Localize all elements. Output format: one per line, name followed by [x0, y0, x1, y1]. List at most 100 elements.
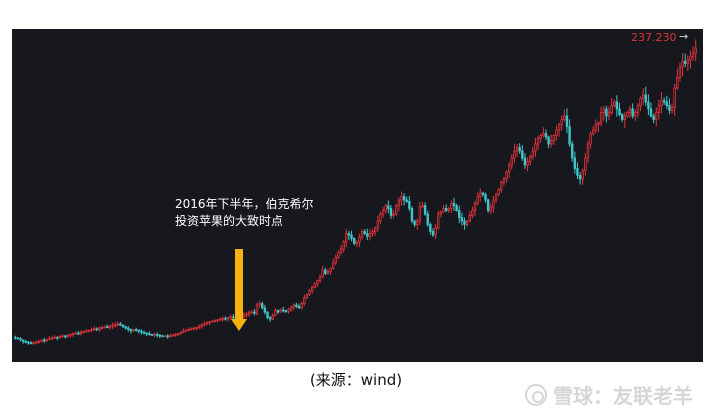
candle-body	[413, 220, 416, 225]
candle-body	[560, 119, 563, 125]
candle-body	[518, 147, 521, 152]
candle-body	[200, 324, 204, 327]
candle-body	[502, 178, 506, 183]
candle-body	[355, 241, 359, 244]
candle-body	[389, 207, 393, 216]
candle-body	[174, 333, 177, 336]
candle-body	[43, 339, 46, 342]
candle-body	[683, 61, 687, 64]
candle-body	[27, 341, 30, 344]
candle-body	[376, 220, 380, 229]
candle-body	[447, 207, 450, 211]
candle-body	[542, 133, 545, 136]
candle-body	[79, 331, 83, 335]
candle-body	[166, 335, 169, 338]
candle-body	[171, 334, 175, 337]
candle-body	[37, 340, 41, 343]
candle-body	[221, 317, 225, 320]
chart-annotation: 2016年下半年，伯克希尔 投资苹果的大致时点	[175, 196, 314, 230]
candle-body	[108, 325, 112, 328]
candle-body	[282, 309, 285, 312]
candle-body	[400, 196, 403, 201]
candle-body	[439, 211, 443, 215]
candle-body	[305, 294, 309, 299]
candle-body	[565, 115, 569, 127]
candle-body	[581, 170, 584, 180]
candle-body	[463, 220, 466, 225]
candle-body	[513, 150, 516, 159]
candle-body	[510, 157, 514, 166]
candle-body	[297, 305, 301, 309]
candle-body	[678, 66, 682, 78]
candle-body	[384, 205, 387, 211]
candle-body	[402, 196, 406, 201]
candle-body	[142, 331, 146, 334]
candle-body	[515, 147, 519, 152]
candle-body	[374, 227, 377, 232]
candle-body	[242, 314, 246, 317]
candle-body	[455, 205, 458, 211]
candle-body	[345, 233, 348, 243]
watermark: 雪球：友联老羊	[525, 380, 693, 409]
watermark-text: 雪球：友联老羊	[553, 384, 693, 408]
candle-body	[676, 77, 679, 89]
candle-body	[253, 311, 256, 314]
candle-body	[53, 336, 56, 339]
candle-body	[192, 327, 196, 330]
candle-body	[552, 135, 556, 141]
candle-body	[295, 304, 298, 307]
candle-body	[29, 342, 33, 345]
candle-body	[686, 59, 690, 64]
candle-body	[148, 333, 151, 336]
candle-body	[523, 157, 527, 166]
candle-body	[127, 327, 130, 330]
candle-body	[279, 309, 282, 313]
candle-body	[16, 337, 20, 340]
candle-body	[329, 268, 332, 272]
candle-body	[368, 233, 372, 237]
candle-body	[423, 205, 427, 215]
candle-body	[636, 105, 640, 113]
candle-body	[19, 338, 22, 341]
candle-body	[452, 203, 456, 206]
candle-body	[245, 313, 248, 316]
candle-body	[607, 112, 611, 117]
candle-body	[605, 108, 608, 117]
candle-body	[536, 138, 540, 145]
candle-body	[484, 193, 487, 201]
candle-body	[158, 334, 161, 337]
annotation-arrow-head	[231, 319, 247, 331]
candle-body	[350, 234, 353, 239]
candle-body	[458, 210, 461, 218]
candle-body	[268, 317, 272, 320]
candle-body	[226, 317, 230, 320]
candle-body	[639, 98, 642, 106]
candle-body	[92, 328, 96, 331]
candle-body	[602, 108, 605, 113]
candle-body	[649, 108, 653, 117]
candle-body	[395, 205, 398, 215]
candle-body	[578, 175, 582, 180]
candle-body	[32, 342, 35, 345]
candle-body	[431, 231, 435, 236]
candle-body	[657, 105, 661, 113]
candle-body	[655, 112, 658, 120]
annotation-line-2: 投资苹果的大致时点	[175, 214, 284, 228]
candle-body	[163, 335, 167, 338]
candle-body	[471, 210, 474, 216]
candle-body	[176, 333, 180, 336]
candle-body	[597, 122, 600, 125]
candle-body	[203, 323, 206, 326]
candle-body	[103, 326, 106, 329]
candle-body	[132, 329, 135, 332]
candle-body	[263, 307, 267, 313]
candle-body	[610, 105, 613, 113]
candle-body	[623, 115, 626, 120]
source-caption: (来源：wind)	[309, 371, 403, 389]
candle-body	[426, 213, 429, 225]
candle-body	[450, 203, 453, 209]
candle-body	[66, 334, 70, 337]
candle-body	[379, 213, 382, 222]
candle-body	[182, 330, 185, 333]
candle-body	[213, 319, 217, 322]
